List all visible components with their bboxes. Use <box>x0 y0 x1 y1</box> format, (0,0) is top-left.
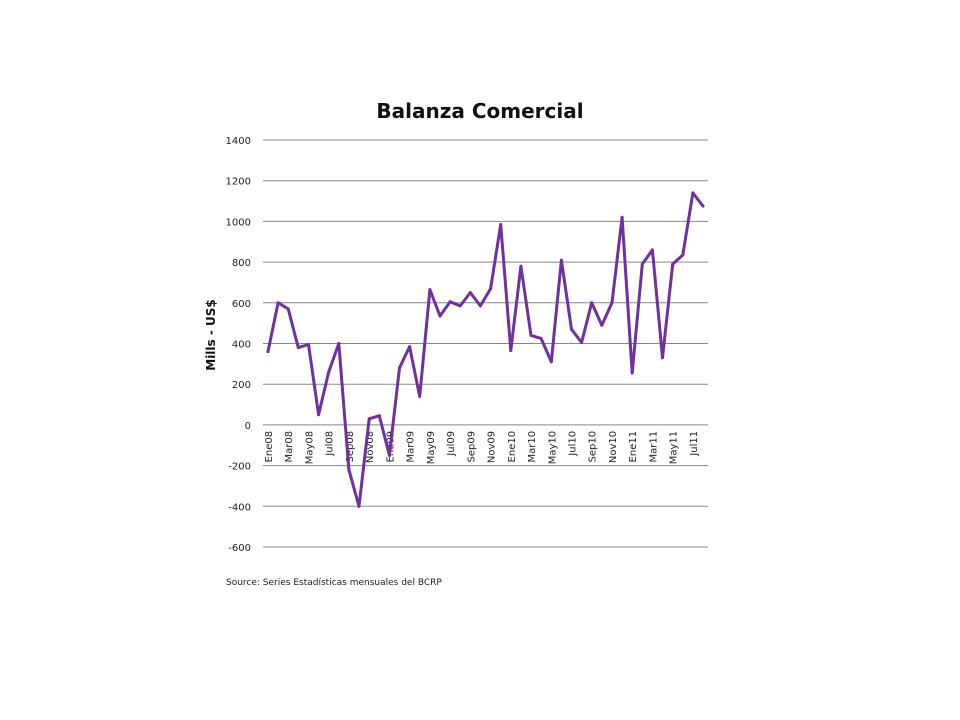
data-point <box>509 349 513 353</box>
data-point <box>559 258 563 262</box>
x-tick-label: Nov08 <box>365 431 376 463</box>
data-point <box>377 414 381 418</box>
x-tick-label: May11 <box>669 431 680 464</box>
data-point <box>337 342 341 345</box>
x-tick-label: May08 <box>304 431 315 464</box>
data-point <box>276 301 280 305</box>
data-point <box>408 345 412 349</box>
y-tick-label: -200 <box>228 462 251 473</box>
series-line <box>266 191 705 508</box>
y-tick-label: 0 <box>245 421 251 432</box>
x-tick-label: Sep08 <box>345 431 356 463</box>
x-tick-label: Jul10 <box>567 431 578 457</box>
x-tick-label: Mar09 <box>406 431 417 463</box>
data-point <box>418 394 422 398</box>
x-tick-label: May09 <box>426 431 437 464</box>
data-point <box>448 300 452 304</box>
x-tick-label: Jul09 <box>446 431 457 457</box>
data-point <box>367 417 371 421</box>
data-point <box>549 360 553 364</box>
y-tick-label: 1200 <box>226 177 251 188</box>
y-tick-label: 400 <box>232 340 251 351</box>
y-tick-label: 200 <box>232 380 251 391</box>
data-point <box>580 341 584 344</box>
data-point <box>296 346 300 350</box>
data-point <box>691 191 695 195</box>
data-point <box>286 307 290 311</box>
x-tick-label: Mar10 <box>527 431 538 463</box>
y-tick-label: 600 <box>232 299 251 310</box>
data-point <box>438 314 442 318</box>
x-tick-label: Mar08 <box>284 431 295 463</box>
data-point <box>499 223 503 226</box>
data-point <box>307 343 310 346</box>
data-point <box>428 288 432 292</box>
data-point <box>630 371 634 375</box>
data-point <box>387 453 391 457</box>
data-point <box>600 323 604 327</box>
data-point <box>478 304 482 308</box>
gridlines <box>263 139 708 548</box>
data-point <box>539 336 543 340</box>
x-tick-label: Jul11 <box>689 431 700 457</box>
x-tick-label: May10 <box>547 431 558 464</box>
y-tick-label: -400 <box>228 502 251 513</box>
data-point <box>620 215 624 219</box>
data-point <box>458 304 462 308</box>
data-point <box>317 413 321 417</box>
x-tick-label: Ene08 <box>264 431 275 463</box>
x-tick-label: Nov09 <box>487 431 498 463</box>
x-tick-label: Sep10 <box>588 431 599 463</box>
data-point <box>701 204 705 208</box>
data-point <box>489 287 493 291</box>
data-point <box>650 248 654 252</box>
y-tick-label: 1400 <box>226 136 251 147</box>
series-layer <box>266 191 705 508</box>
x-tick-label: Ene10 <box>507 431 518 463</box>
data-point <box>327 370 331 374</box>
data-point <box>570 327 573 331</box>
data-point <box>681 253 685 257</box>
data-point <box>590 301 594 305</box>
y-axis-label: Mills - US$ <box>204 299 218 371</box>
source-note: Source: Series Estadísticas mensuales de… <box>226 578 442 588</box>
x-axis-ticks: Ene08 Mar08 May08 Jul08 Sep08 Nov08 Ene09 Mar09… <box>264 431 700 464</box>
x-tick-label: Sep09 <box>466 431 477 463</box>
data-point <box>671 262 675 266</box>
y-axis-ticks: 1400 1200 1000 800 600 400 200 0 -200 -400 -600 <box>226 136 251 554</box>
data-point <box>347 468 351 472</box>
data-point <box>519 264 523 268</box>
x-tick-label: Jul08 <box>325 431 336 457</box>
x-tick-label: Nov10 <box>608 431 619 463</box>
data-point <box>610 301 614 305</box>
chart-title: Balanza Comercial <box>376 99 583 123</box>
data-point <box>266 350 270 354</box>
data-point <box>357 504 361 508</box>
data-point <box>640 262 644 266</box>
data-point <box>398 366 401 370</box>
data-point <box>529 333 533 337</box>
y-tick-label: -600 <box>228 543 251 554</box>
x-tick-label: Ene11 <box>628 431 639 463</box>
x-tick-label: Mar11 <box>648 431 659 463</box>
y-tick-label: 800 <box>232 258 251 269</box>
data-point <box>661 356 664 360</box>
y-tick-label: 1000 <box>226 217 251 228</box>
data-point <box>468 291 472 295</box>
